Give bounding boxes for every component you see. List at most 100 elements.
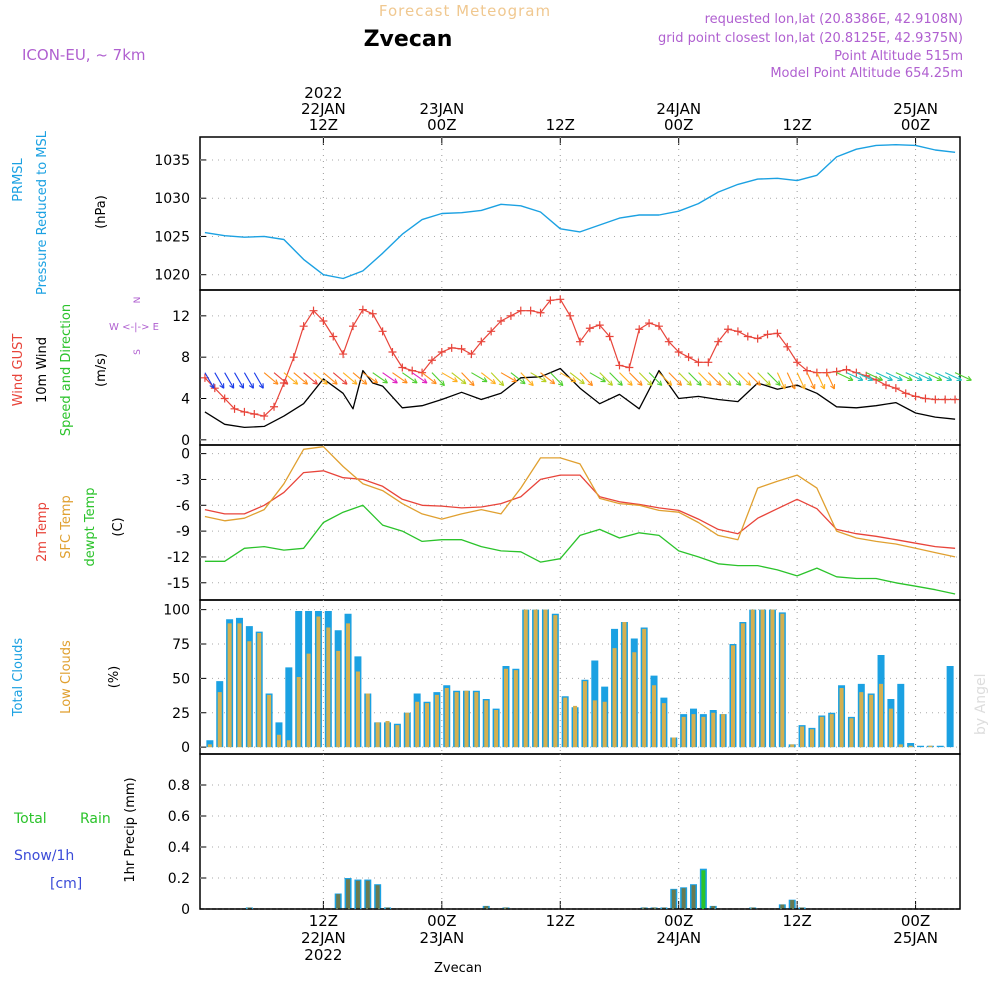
gust-marker: [753, 334, 762, 343]
arrow-head: [528, 380, 534, 387]
wind-dir-label: Speed and Direction: [59, 304, 74, 436]
low-cloud-bar: [849, 718, 854, 748]
wind-direction-arrow: [836, 372, 854, 381]
arrow-shaft: [688, 372, 702, 386]
gust-marker: [684, 353, 693, 362]
wind-direction-arrow: [480, 372, 496, 385]
arrow-head: [372, 378, 379, 384]
gust-marker: [378, 327, 387, 336]
low-cloud-bar: [612, 648, 617, 748]
low-cloud-bar: [898, 744, 903, 748]
arrow-shaft: [559, 372, 577, 383]
arrow-shaft: [500, 372, 517, 383]
arrow-head: [810, 383, 816, 390]
gust-marker: [348, 322, 357, 331]
arrow-head: [725, 380, 732, 386]
arrow-head: [696, 380, 702, 386]
low-cloud-bar: [652, 685, 657, 748]
arrow-head: [637, 380, 643, 386]
arrow-head: [412, 378, 418, 384]
precip-rain-bar: [661, 907, 666, 909]
wind-direction-arrow: [698, 372, 712, 386]
y-tick-label: -15: [167, 576, 190, 592]
low-cloud-bar: [573, 705, 578, 748]
bottom-time-label: 22JAN: [301, 929, 346, 947]
wind-direction-arrow: [323, 372, 338, 385]
wind-direction-arrow: [866, 372, 883, 381]
arrow-shaft: [471, 372, 488, 383]
y-tick-label: 0.6: [168, 809, 190, 825]
model-altitude: Model Point Altitude 654.25m: [770, 66, 963, 81]
arrow-shaft: [234, 372, 245, 389]
gust-marker: [566, 311, 575, 320]
arrow-shaft: [243, 372, 254, 389]
arrow-shaft: [776, 372, 786, 390]
arrow-head: [469, 380, 475, 387]
wind-gust-label: Wind GUST: [11, 334, 26, 407]
wind-direction-arrow: [915, 372, 933, 381]
bottom-time-label: 12Z: [546, 912, 575, 930]
wind-direction-arrow: [727, 372, 742, 386]
precip-rain-bar: [484, 906, 489, 909]
arrow-shaft: [461, 372, 475, 386]
arrow-shaft: [510, 372, 526, 385]
y-tick-label: 0.4: [168, 840, 190, 856]
low-cloud-bar: [770, 609, 775, 748]
arrow-head: [745, 380, 752, 386]
wind-direction-arrow: [944, 372, 962, 381]
arrow-head: [282, 379, 289, 385]
gust-marker: [891, 384, 900, 393]
arrow-shaft: [204, 372, 215, 389]
arrow-shaft: [323, 372, 338, 385]
low-cloud-bar: [602, 701, 607, 748]
gust-marker: [388, 348, 397, 356]
low-cloud-bar: [474, 692, 479, 748]
wind-direction-arrow: [451, 372, 467, 385]
arrow-shaft: [866, 372, 883, 381]
y-tick-label: 0: [181, 902, 190, 918]
wind-direction-arrow: [776, 372, 786, 390]
wind-direction-arrow: [372, 372, 388, 384]
wind-direction-arrow: [638, 372, 653, 386]
arrow-shaft: [362, 372, 378, 384]
wind-direction-arrow: [767, 372, 781, 386]
arrow-head: [302, 379, 309, 385]
total-cloud-bar: [285, 667, 293, 748]
arrow-shaft: [273, 372, 289, 385]
plot-panels: 1020 1025 1030 1035 0 4 8 12 0 -3 -6 -9 -12 -15 0 25 50 7…: [154, 136, 972, 918]
low-cloud-bar: [701, 716, 706, 748]
y-tick-label: 25: [172, 706, 190, 722]
gust-marker: [427, 356, 436, 365]
low-cloud-bar: [523, 609, 528, 748]
temp-dew-label: dewpt Temp: [83, 487, 98, 566]
wind-direction-arrow: [954, 372, 972, 381]
wind-direction-arrow: [747, 372, 762, 386]
gust-marker: [319, 317, 328, 325]
wind-direction-arrow: [313, 372, 328, 385]
arrow-shaft: [658, 372, 673, 386]
top-time-label: 00Z: [664, 116, 693, 134]
y-tick-label: 1020: [154, 268, 190, 284]
arrow-shaft: [303, 372, 318, 385]
arrow-shaft: [875, 372, 893, 381]
wind-direction-arrow: [540, 372, 556, 385]
gust-marker: [536, 308, 545, 317]
low-cloud-bar: [405, 712, 410, 748]
low-cloud-bar: [819, 716, 824, 748]
gust-marker: [654, 322, 663, 331]
wind-direction-arrow: [668, 372, 683, 386]
wind-direction-arrow: [678, 372, 692, 386]
wind-direction-arrow: [461, 372, 475, 387]
arrow-head: [780, 383, 786, 390]
low-cloud-bar: [592, 700, 597, 748]
gust-marker: [645, 319, 654, 328]
low-cloud-bar: [247, 641, 252, 748]
precip-rain-bar: [385, 907, 390, 909]
wind-direction-arrow: [520, 372, 534, 387]
total-cloud-bar: [917, 745, 925, 748]
arrow-head: [402, 378, 408, 384]
precip-rain-label: Rain: [80, 811, 111, 827]
gust-marker: [842, 365, 851, 374]
y-tick-label: 0: [181, 447, 190, 463]
